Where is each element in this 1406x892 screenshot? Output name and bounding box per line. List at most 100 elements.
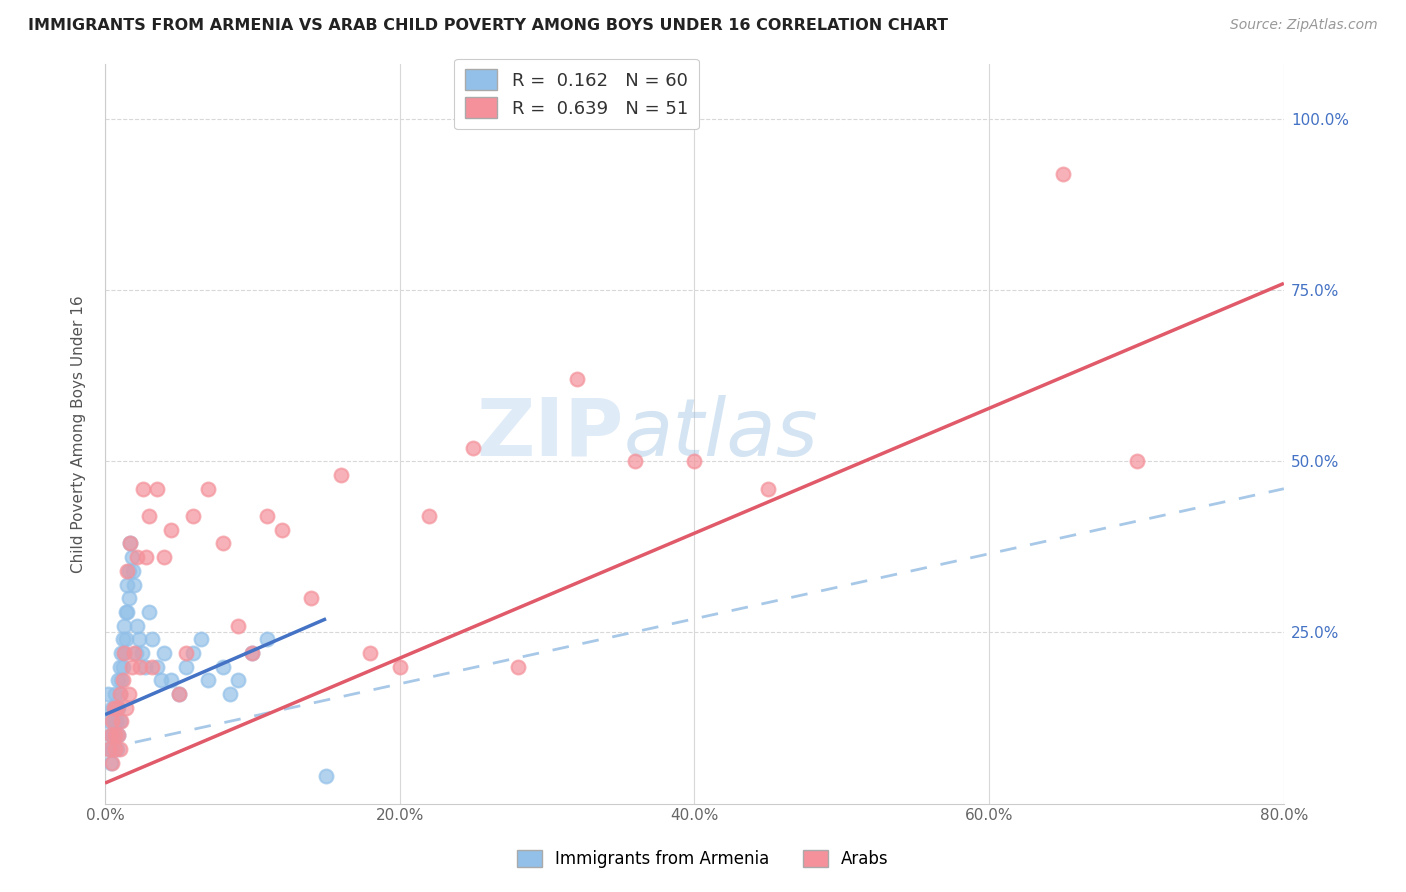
Point bbox=[160, 673, 183, 688]
Point bbox=[110, 714, 132, 729]
Point bbox=[104, 687, 127, 701]
Point bbox=[101, 700, 124, 714]
Point bbox=[299, 591, 322, 606]
Legend: R =  0.162   N = 60, R =  0.639   N = 51: R = 0.162 N = 60, R = 0.639 N = 51 bbox=[454, 59, 699, 129]
Point bbox=[127, 618, 149, 632]
Point bbox=[153, 550, 176, 565]
Point bbox=[111, 632, 134, 647]
Point bbox=[103, 700, 125, 714]
Point bbox=[138, 605, 160, 619]
Point bbox=[315, 769, 337, 783]
Point bbox=[153, 646, 176, 660]
Y-axis label: Child Poverty Among Boys Under 16: Child Poverty Among Boys Under 16 bbox=[72, 295, 86, 573]
Point bbox=[114, 700, 136, 714]
Point bbox=[183, 646, 205, 660]
Point bbox=[226, 673, 249, 688]
Point bbox=[1052, 167, 1074, 181]
Point bbox=[105, 700, 128, 714]
Point bbox=[141, 632, 163, 647]
Point bbox=[115, 577, 138, 591]
Point bbox=[105, 700, 128, 714]
Point bbox=[197, 482, 219, 496]
Point bbox=[124, 646, 146, 660]
Point bbox=[138, 509, 160, 524]
Point bbox=[112, 618, 135, 632]
Point bbox=[105, 714, 128, 729]
Point bbox=[104, 728, 127, 742]
Point bbox=[117, 687, 139, 701]
Point bbox=[98, 714, 121, 729]
Point bbox=[107, 728, 129, 742]
Point bbox=[174, 659, 197, 673]
Point bbox=[111, 659, 134, 673]
Point bbox=[270, 523, 292, 537]
Point bbox=[256, 509, 278, 524]
Point bbox=[111, 673, 134, 688]
Point bbox=[104, 728, 127, 742]
Point bbox=[388, 659, 411, 673]
Point bbox=[145, 659, 167, 673]
Point bbox=[197, 673, 219, 688]
Point bbox=[98, 742, 121, 756]
Point bbox=[117, 564, 139, 578]
Point bbox=[108, 714, 131, 729]
Point bbox=[117, 591, 139, 606]
Point bbox=[131, 646, 153, 660]
Point bbox=[683, 454, 706, 468]
Point bbox=[114, 632, 136, 647]
Point bbox=[108, 742, 131, 756]
Point bbox=[141, 659, 163, 673]
Point bbox=[101, 728, 124, 742]
Point bbox=[256, 632, 278, 647]
Point bbox=[359, 646, 381, 660]
Point bbox=[121, 659, 143, 673]
Point bbox=[105, 742, 128, 756]
Point bbox=[145, 482, 167, 496]
Point bbox=[418, 509, 440, 524]
Point bbox=[118, 536, 141, 550]
Point bbox=[565, 372, 588, 386]
Text: Source: ZipAtlas.com: Source: ZipAtlas.com bbox=[1230, 18, 1378, 32]
Point bbox=[219, 687, 242, 701]
Point bbox=[103, 714, 125, 729]
Point bbox=[128, 632, 150, 647]
Point bbox=[110, 646, 132, 660]
Point bbox=[506, 659, 529, 673]
Point bbox=[129, 659, 152, 673]
Text: atlas: atlas bbox=[624, 395, 818, 473]
Point bbox=[167, 687, 190, 701]
Point bbox=[112, 646, 135, 660]
Point bbox=[135, 550, 157, 565]
Point bbox=[212, 659, 235, 673]
Point bbox=[118, 536, 141, 550]
Text: IMMIGRANTS FROM ARMENIA VS ARAB CHILD POVERTY AMONG BOYS UNDER 16 CORRELATION CH: IMMIGRANTS FROM ARMENIA VS ARAB CHILD PO… bbox=[28, 18, 948, 33]
Legend: Immigrants from Armenia, Arabs: Immigrants from Armenia, Arabs bbox=[510, 843, 896, 875]
Point bbox=[107, 673, 129, 688]
Point bbox=[134, 659, 156, 673]
Point bbox=[101, 714, 124, 729]
Point bbox=[108, 687, 131, 701]
Point bbox=[104, 714, 127, 729]
Point bbox=[329, 468, 352, 483]
Point bbox=[108, 687, 131, 701]
Point bbox=[124, 577, 146, 591]
Point bbox=[112, 646, 135, 660]
Point bbox=[167, 687, 190, 701]
Point bbox=[98, 742, 121, 756]
Point bbox=[115, 564, 138, 578]
Point bbox=[108, 659, 131, 673]
Point bbox=[107, 728, 129, 742]
Point bbox=[100, 728, 122, 742]
Point bbox=[104, 742, 127, 756]
Point bbox=[97, 687, 120, 701]
Point bbox=[160, 523, 183, 537]
Point bbox=[463, 441, 485, 455]
Point bbox=[1125, 454, 1147, 468]
Point bbox=[107, 700, 129, 714]
Point bbox=[110, 673, 132, 688]
Point bbox=[240, 646, 263, 660]
Point bbox=[103, 700, 125, 714]
Point bbox=[101, 742, 124, 756]
Point bbox=[132, 482, 155, 496]
Point bbox=[240, 646, 263, 660]
